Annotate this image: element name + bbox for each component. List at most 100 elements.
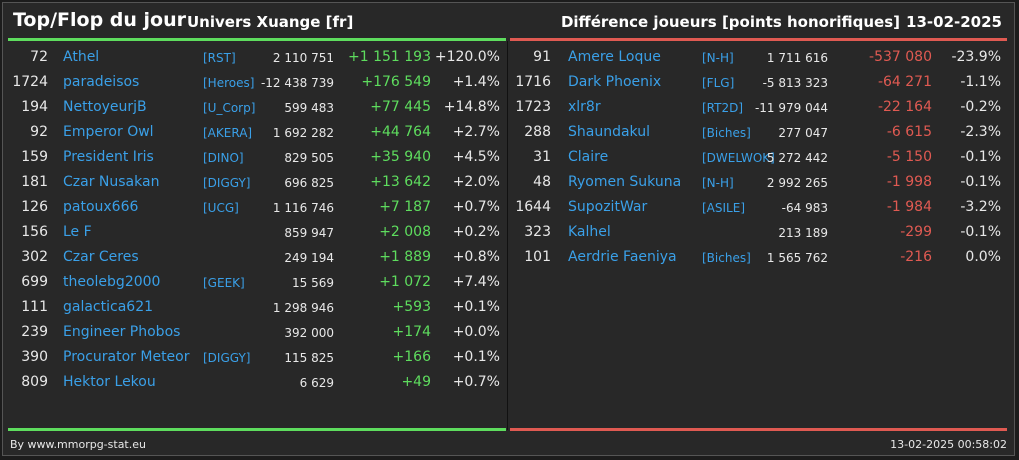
player-name-link[interactable]: galactica621 xyxy=(63,299,154,315)
player-name-link[interactable]: Aerdrie Faeniya xyxy=(568,249,677,265)
percent-change: -23.9% xyxy=(951,49,1001,65)
percent-change: +0.7% xyxy=(452,199,500,215)
flop-accent-bar xyxy=(510,38,1007,41)
player-row: 1716 Dark Phoenix [FLG] -5 813 323 -64 271 -1… xyxy=(510,72,1007,97)
page-title: Top/Flop du jour xyxy=(13,9,186,31)
guild-tag-link[interactable]: [DIGGY] xyxy=(203,176,251,190)
percent-change: 0.0% xyxy=(965,249,1001,265)
percent-change: +2.0% xyxy=(452,174,500,190)
player-row: 181 Czar Nusakan [DIGGY] 696 825 +13 642 +2.0… xyxy=(8,172,506,197)
player-name-link[interactable]: Athel xyxy=(63,49,100,65)
player-points: 1 692 282 xyxy=(272,126,334,140)
guild-tag-link[interactable]: [ASILE] xyxy=(702,201,745,215)
player-points: 115 825 xyxy=(284,351,334,365)
player-rank: 809 xyxy=(21,374,48,390)
player-rank: 390 xyxy=(21,349,48,365)
player-name-link[interactable]: Claire xyxy=(568,149,609,165)
points-difference: +49 xyxy=(401,374,431,390)
player-name-link[interactable]: Dark Phoenix xyxy=(568,74,662,90)
player-name-link[interactable]: Shaundakul xyxy=(568,124,650,140)
player-name-link[interactable]: Procurator Meteor xyxy=(63,349,190,365)
percent-change: +7.4% xyxy=(452,274,500,290)
top-footer-bar xyxy=(8,428,506,431)
player-row: 1644 SupozitWar [ASILE] -64 983 -1 984 -3.2% xyxy=(510,197,1007,222)
guild-tag-link[interactable]: [N-H] xyxy=(702,176,734,190)
top-players-panel: 72 Athel [RST] 2 110 751 +1 151 193 +120.0% 17… xyxy=(8,47,506,397)
header: Top/Flop du jour Univers Xuange [fr] Dif… xyxy=(13,9,1004,39)
points-difference: -5 150 xyxy=(886,149,932,165)
player-points: -11 979 044 xyxy=(754,101,828,115)
player-row: 126 patoux666 [UCG] 1 116 746 +7 187 +0.7% xyxy=(8,197,506,222)
player-name-link[interactable]: Kalhel xyxy=(568,224,611,240)
guild-tag-link[interactable]: [Biches] xyxy=(702,126,751,140)
metric-label: Différence joueurs [points honorifiques] xyxy=(560,13,900,31)
player-name-link[interactable]: xlr8r xyxy=(568,99,601,115)
player-name-link[interactable]: Ryomen Sukuna xyxy=(568,174,682,190)
player-name-link[interactable]: SupozitWar xyxy=(568,199,648,215)
player-name-link[interactable]: theolebg2000 xyxy=(63,274,161,290)
site-credit: By www.mmorpg-stat.eu xyxy=(10,438,146,451)
guild-tag-link[interactable]: [U_Corp] xyxy=(203,101,256,115)
percent-change: +14.8% xyxy=(443,99,500,115)
guild-tag-link[interactable]: [UCG] xyxy=(203,201,239,215)
points-difference: +35 940 xyxy=(370,149,431,165)
player-name-link[interactable]: Czar Nusakan xyxy=(63,174,160,190)
guild-tag-link[interactable]: [DWELWOK] xyxy=(702,151,775,165)
points-difference: -299 xyxy=(900,224,932,240)
player-points: 6 629 xyxy=(299,376,334,390)
player-name-link[interactable]: Amere Loque xyxy=(568,49,661,65)
player-name-link[interactable]: paradeisos xyxy=(63,74,140,90)
player-rank: 48 xyxy=(533,174,551,190)
player-points: 859 947 xyxy=(284,226,334,240)
player-name-link[interactable]: Emperor Owl xyxy=(63,124,154,140)
player-points: 277 047 xyxy=(778,126,828,140)
player-points: -64 983 xyxy=(781,201,828,215)
points-difference: -22 164 xyxy=(877,99,932,115)
player-row: 699 theolebg2000 [GEEK] 15 569 +1 072 +7.4% xyxy=(8,272,506,297)
guild-tag-link[interactable]: [Heroes] xyxy=(203,76,255,90)
guild-tag-link[interactable]: [FLG] xyxy=(702,76,735,90)
points-difference: -1 998 xyxy=(886,174,932,190)
player-row: 809 Hektor Lekou 6 629 +49 +0.7% xyxy=(8,372,506,397)
guild-tag-link[interactable]: [RT2D] xyxy=(702,101,744,115)
player-rank: 111 xyxy=(21,299,48,315)
percent-change: +120.0% xyxy=(434,49,500,65)
points-difference: -1 984 xyxy=(886,199,932,215)
player-row: 31 Claire [DWELWOK] 5 272 442 -5 150 -0.1% xyxy=(510,147,1007,172)
player-rank: 239 xyxy=(21,324,48,340)
percent-change: -0.1% xyxy=(960,224,1001,240)
guild-tag-link[interactable]: [RST] xyxy=(203,51,236,65)
player-row: 159 President Iris [DINO] 829 505 +35 940 +4.… xyxy=(8,147,506,172)
points-difference: +44 764 xyxy=(370,124,431,140)
header-date: 13-02-2025 xyxy=(906,13,1002,31)
player-points: -12 438 739 xyxy=(260,76,334,90)
player-name-link[interactable]: President Iris xyxy=(63,149,154,165)
player-points: 1 298 946 xyxy=(272,301,334,315)
guild-tag-link[interactable]: [DINO] xyxy=(203,151,244,165)
guild-tag-link[interactable]: [Biches] xyxy=(702,251,751,265)
player-name-link[interactable]: Le F xyxy=(63,224,92,240)
points-difference: +7 187 xyxy=(379,199,431,215)
percent-change: +0.2% xyxy=(452,224,500,240)
percent-change: +0.7% xyxy=(452,374,500,390)
percent-change: -0.2% xyxy=(960,99,1001,115)
player-row: 92 Emperor Owl [AKERA] 1 692 282 +44 764 +2.7… xyxy=(8,122,506,147)
player-name-link[interactable]: Czar Ceres xyxy=(63,249,139,265)
guild-tag-link[interactable]: [GEEK] xyxy=(203,276,245,290)
guild-tag-link[interactable]: [DIGGY] xyxy=(203,351,251,365)
player-rank: 159 xyxy=(21,149,48,165)
player-name-link[interactable]: NettoyeurjB xyxy=(63,99,147,115)
player-name-link[interactable]: Engineer Phobos xyxy=(63,324,181,340)
player-points: 696 825 xyxy=(284,176,334,190)
player-row: 91 Amere Loque [N-H] 1 711 616 -537 080 -23.9… xyxy=(510,47,1007,72)
percent-change: -0.1% xyxy=(960,174,1001,190)
player-name-link[interactable]: patoux666 xyxy=(63,199,139,215)
panel-divider xyxy=(507,41,508,430)
guild-tag-link[interactable]: [N-H] xyxy=(702,51,734,65)
player-rank: 1716 xyxy=(515,74,551,90)
player-points: 392 000 xyxy=(284,326,334,340)
points-difference: +593 xyxy=(392,299,431,315)
player-name-link[interactable]: Hektor Lekou xyxy=(63,374,156,390)
percent-change: -0.1% xyxy=(960,149,1001,165)
guild-tag-link[interactable]: [AKERA] xyxy=(203,126,253,140)
